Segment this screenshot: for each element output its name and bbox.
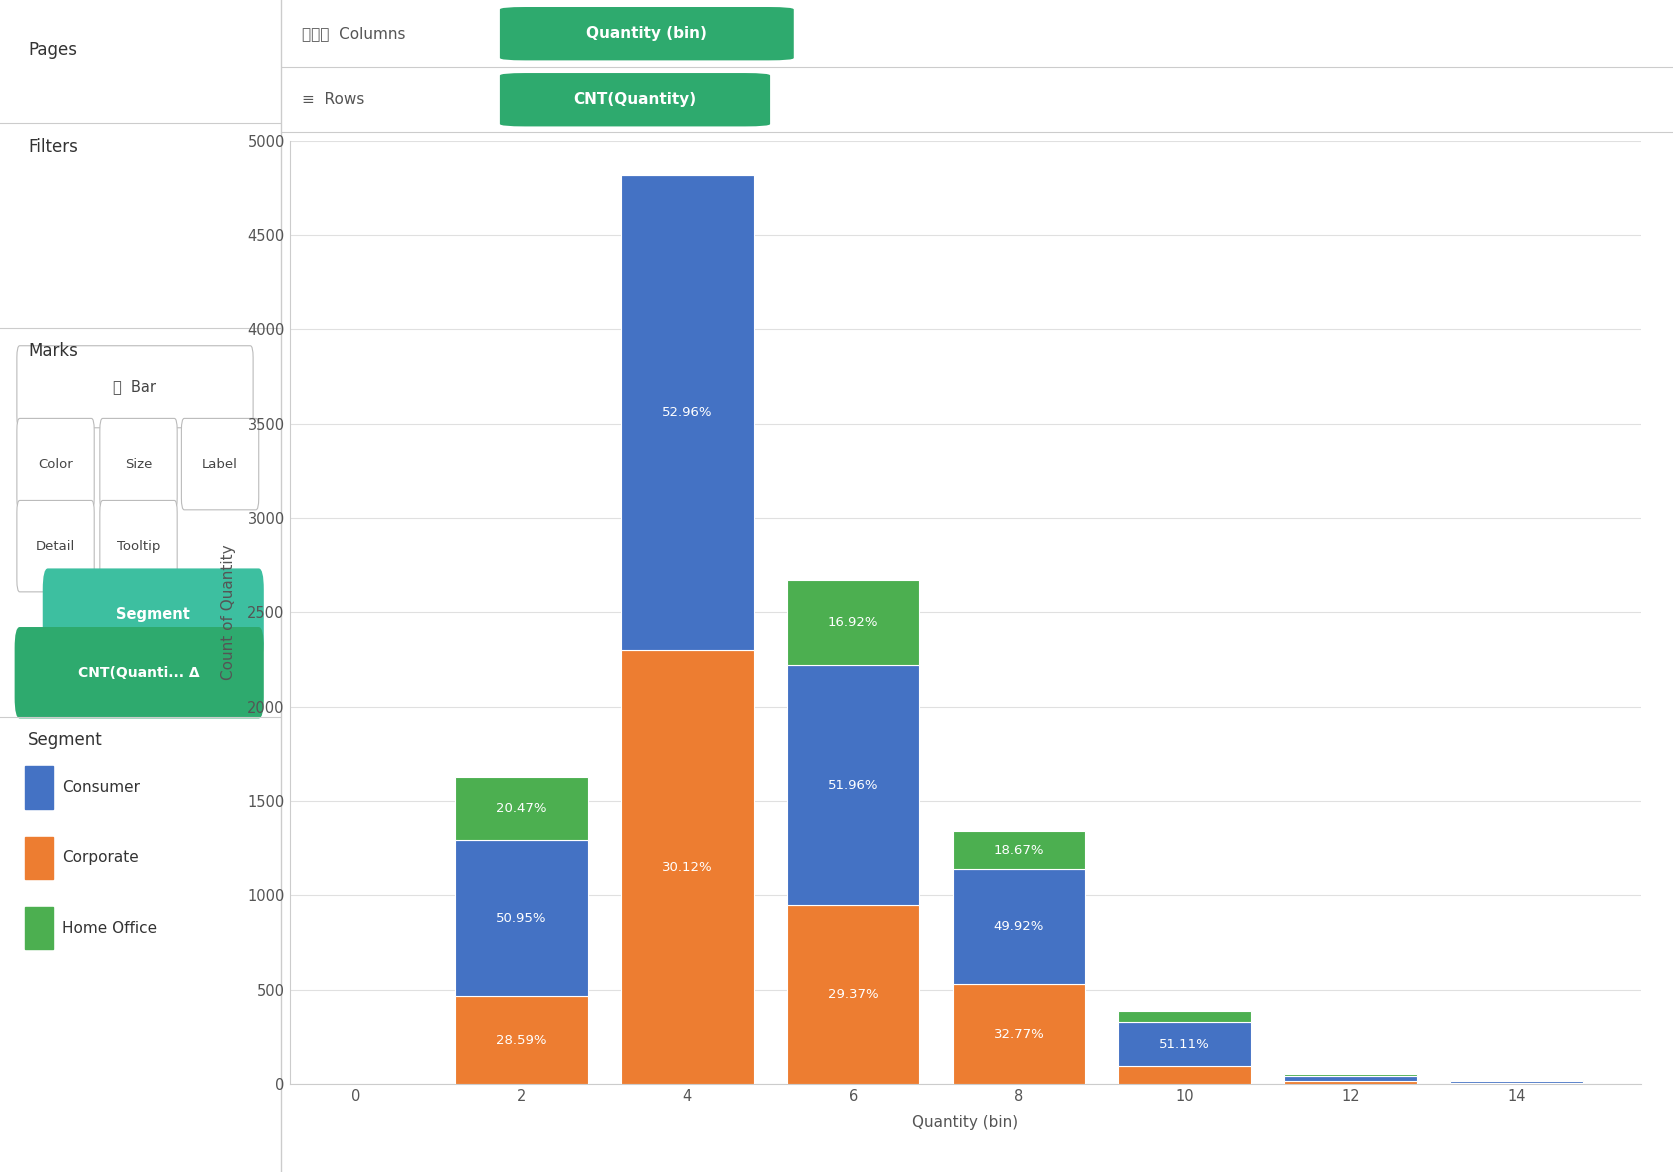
Bar — [455, 996, 587, 1084]
FancyBboxPatch shape — [181, 418, 259, 510]
Text: 49.92%: 49.92% — [994, 920, 1044, 933]
Text: Pages: Pages — [28, 41, 77, 59]
Text: 18.67%: 18.67% — [994, 844, 1044, 857]
Text: 16.92%: 16.92% — [828, 616, 878, 629]
Text: 51.11%: 51.11% — [1159, 1037, 1210, 1050]
Bar — [952, 868, 1084, 984]
Y-axis label: Count of Quantity: Count of Quantity — [221, 545, 236, 680]
Text: Filters: Filters — [28, 138, 79, 156]
Text: 30.12%: 30.12% — [663, 860, 713, 873]
Text: 29.37%: 29.37% — [828, 988, 878, 1001]
Text: CNT(Quanti... Δ: CNT(Quanti... Δ — [79, 666, 199, 680]
Text: Marks: Marks — [28, 342, 79, 360]
Bar — [25, 907, 54, 949]
Text: Home Office: Home Office — [62, 921, 157, 935]
Text: Consumer: Consumer — [62, 781, 141, 795]
Bar — [952, 831, 1084, 868]
Bar — [1283, 1082, 1415, 1084]
Text: 50.95%: 50.95% — [497, 912, 547, 925]
Bar — [1449, 1081, 1581, 1083]
Bar — [455, 777, 587, 840]
FancyBboxPatch shape — [500, 7, 793, 61]
Bar — [786, 580, 918, 666]
X-axis label: Quantity (bin): Quantity (bin) — [912, 1115, 1017, 1130]
Text: CNT(Quantity): CNT(Quantity) — [574, 93, 696, 107]
Bar — [25, 766, 54, 809]
Bar — [952, 984, 1084, 1084]
FancyBboxPatch shape — [100, 500, 177, 592]
FancyBboxPatch shape — [17, 500, 94, 592]
Text: Label: Label — [202, 457, 238, 471]
Bar — [1283, 1076, 1415, 1082]
FancyBboxPatch shape — [15, 627, 264, 718]
Bar — [786, 905, 918, 1084]
Text: 28.59%: 28.59% — [497, 1034, 547, 1047]
Text: ≡  Rows: ≡ Rows — [301, 93, 365, 107]
Bar — [621, 175, 753, 650]
Text: Color: Color — [38, 457, 74, 471]
Text: 20.47%: 20.47% — [497, 802, 547, 815]
Text: ⬛  Bar: ⬛ Bar — [114, 380, 156, 394]
Text: 51.96%: 51.96% — [828, 778, 878, 791]
Bar — [25, 837, 54, 879]
Bar — [1283, 1075, 1415, 1076]
Text: 52.96%: 52.96% — [663, 406, 713, 418]
Text: 32.77%: 32.77% — [994, 1028, 1044, 1041]
FancyBboxPatch shape — [100, 418, 177, 510]
Text: Tooltip: Tooltip — [117, 539, 161, 553]
Text: Quantity (bin): Quantity (bin) — [586, 26, 708, 41]
Text: Detail: Detail — [35, 539, 75, 553]
Text: Segment: Segment — [28, 731, 102, 749]
Bar — [786, 666, 918, 905]
FancyBboxPatch shape — [17, 418, 94, 510]
Bar — [1118, 1022, 1250, 1067]
Text: Segment: Segment — [115, 607, 191, 621]
FancyBboxPatch shape — [43, 568, 264, 660]
Bar — [455, 840, 587, 996]
Bar — [621, 650, 753, 1084]
FancyBboxPatch shape — [17, 346, 253, 428]
Bar — [1118, 1011, 1250, 1022]
Text: Size: Size — [125, 457, 152, 471]
Bar — [1118, 1067, 1250, 1084]
Text: ⦀⦀⦀  Columns: ⦀⦀⦀ Columns — [301, 26, 405, 41]
FancyBboxPatch shape — [500, 73, 770, 127]
Text: Corporate: Corporate — [62, 851, 139, 865]
